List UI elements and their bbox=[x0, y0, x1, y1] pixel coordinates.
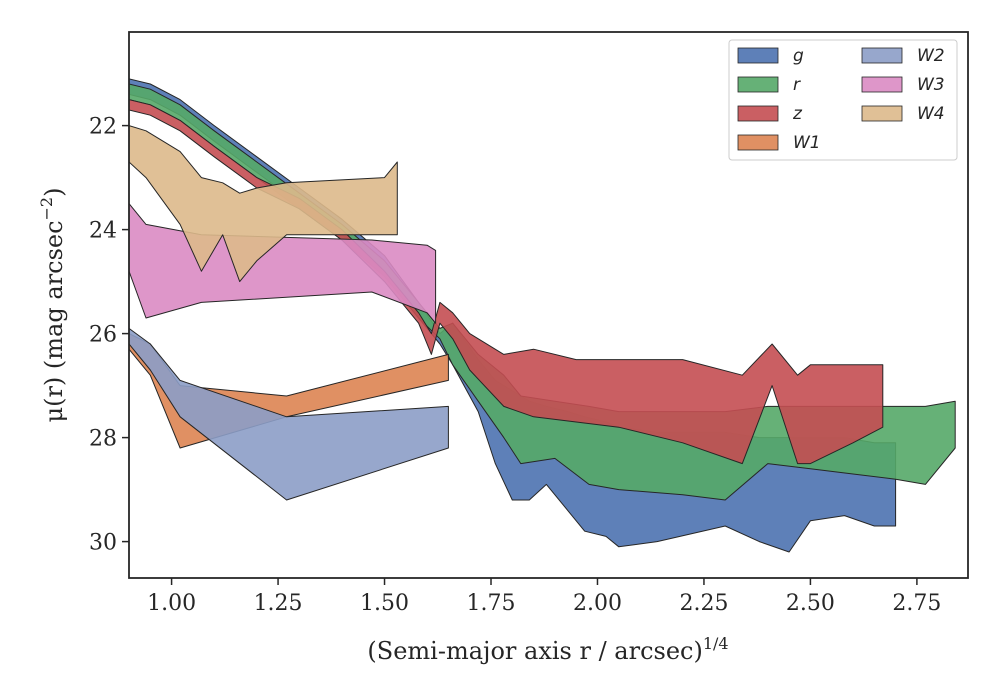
y-tick-label: 22 bbox=[89, 115, 117, 140]
x-axis: 1.00 1.25 1.50 1.75 2.00 2.25 2.50 2.75 bbox=[147, 578, 941, 616]
x-tick-label: 2.50 bbox=[786, 591, 835, 616]
legend-label-g: g bbox=[793, 46, 804, 66]
legend-label-r: r bbox=[793, 75, 801, 95]
y-axis-label-exponent: −2 bbox=[37, 197, 56, 221]
x-tick-label: 2.00 bbox=[573, 591, 622, 616]
legend-label-w1: W1 bbox=[793, 133, 821, 153]
y-axis: 22 24 26 28 30 bbox=[89, 115, 129, 556]
legend-swatch-w1 bbox=[737, 134, 779, 151]
y-tick-label: 24 bbox=[89, 219, 117, 244]
x-tick-label: 1.75 bbox=[467, 591, 516, 616]
legend-swatch-z bbox=[737, 105, 779, 122]
y-tick-label: 28 bbox=[89, 427, 117, 452]
bands-layer bbox=[129, 78, 956, 553]
y-tick-label: 26 bbox=[89, 323, 117, 348]
legend: grz W1 W2 W3 W4 bbox=[728, 39, 958, 161]
x-axis-label: (Semi-major axis r / arcsec)1/4 bbox=[367, 634, 728, 665]
band-w2 bbox=[129, 327, 449, 501]
x-axis-label-exponent: 1/4 bbox=[703, 634, 729, 653]
legend-swatch-g bbox=[737, 47, 779, 64]
y-tick-label: 30 bbox=[89, 531, 117, 556]
x-tick-label: 1.50 bbox=[360, 591, 409, 616]
legend-label-w2: W2 bbox=[917, 46, 945, 66]
legend-swatch-w2 bbox=[861, 47, 903, 64]
x-tick-label: 1.25 bbox=[254, 591, 303, 616]
y-axis-label: μ(r) (mag arcsec−2) bbox=[37, 188, 68, 423]
band-w4 bbox=[129, 125, 398, 283]
x-tick-label: 2.25 bbox=[679, 591, 728, 616]
plot-frame bbox=[128, 31, 969, 579]
legend-label-z: z bbox=[792, 104, 803, 124]
legend-label-w4: W4 bbox=[917, 104, 945, 124]
legend-swatch-w4 bbox=[861, 105, 903, 122]
legend-swatch-r bbox=[737, 76, 779, 93]
x-tick-label: 2.75 bbox=[892, 591, 941, 616]
x-tick-label: 1.00 bbox=[147, 591, 196, 616]
legend-swatch-w3 bbox=[861, 76, 903, 93]
legend-frame bbox=[728, 39, 958, 161]
legend-label-w3: W3 bbox=[917, 75, 945, 95]
